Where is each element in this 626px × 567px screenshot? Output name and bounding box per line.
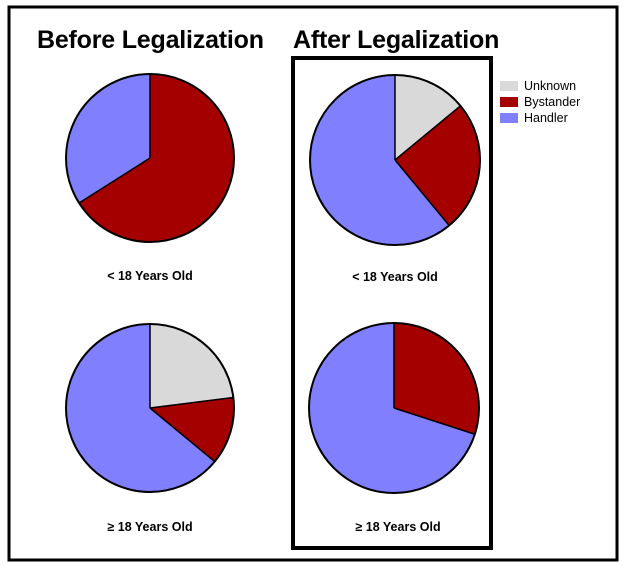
legend-label-unknown: Unknown: [524, 79, 577, 93]
legend-label-bystander: Bystander: [524, 95, 581, 109]
pie-3-slice-bystander: [394, 322, 480, 435]
pie-label-before-18-plus: ≥ 18 Years Old: [107, 520, 193, 534]
pie-3-divider-1: [393, 407, 476, 435]
pie-2-divider-1: [394, 105, 461, 161]
pie-1-divider-2: [149, 407, 216, 463]
pie-3: [308, 322, 480, 494]
pie-label-after-under-18: < 18 Years Old: [352, 270, 438, 284]
legend: Unknown Bystander Handler: [500, 78, 580, 126]
pie-0-slice-bystander: [79, 74, 235, 242]
pie-2-divider-2: [394, 159, 450, 226]
pie-3-outline: [308, 322, 480, 494]
pie-2-slice-bystander: [395, 105, 480, 226]
pie-0: [65, 73, 235, 243]
pie-1-slice-handler: [65, 324, 215, 493]
legend-swatch-unknown: [500, 81, 518, 91]
pie-0-outline: [65, 73, 235, 243]
pie-label-before-under-18: < 18 Years Old: [107, 269, 193, 283]
legend-item-bystander: Bystander: [500, 94, 580, 110]
pies-layer: [65, 73, 481, 494]
pie-1-divider-1: [149, 396, 234, 409]
pie-1-slice-unknown: [150, 324, 234, 408]
pie-2-slice-unknown: [395, 75, 461, 160]
title-before-legalization: Before Legalization: [37, 26, 264, 54]
pie-2-outline: [309, 74, 481, 246]
pie-label-after-18-plus: ≥ 18 Years Old: [355, 520, 441, 534]
pie-2: [309, 74, 481, 246]
legend-swatch-handler: [500, 113, 518, 123]
legend-item-handler: Handler: [500, 110, 580, 126]
pie-1-slice-bystander: [150, 397, 235, 462]
outer-frame: [7, 5, 619, 562]
pie-3-slice-handler: [309, 323, 475, 494]
pie-2-slice-handler: [309, 74, 450, 245]
legend-item-unknown: Unknown: [500, 78, 580, 94]
after-legalization-box: [291, 56, 493, 550]
title-after-legalization: After Legalization: [293, 26, 500, 54]
pie-1-outline: [65, 323, 235, 493]
legend-label-handler: Handler: [524, 111, 568, 125]
pie-0-divider-1: [78, 157, 151, 204]
pie-1: [65, 323, 235, 493]
legend-swatch-bystander: [500, 97, 518, 107]
